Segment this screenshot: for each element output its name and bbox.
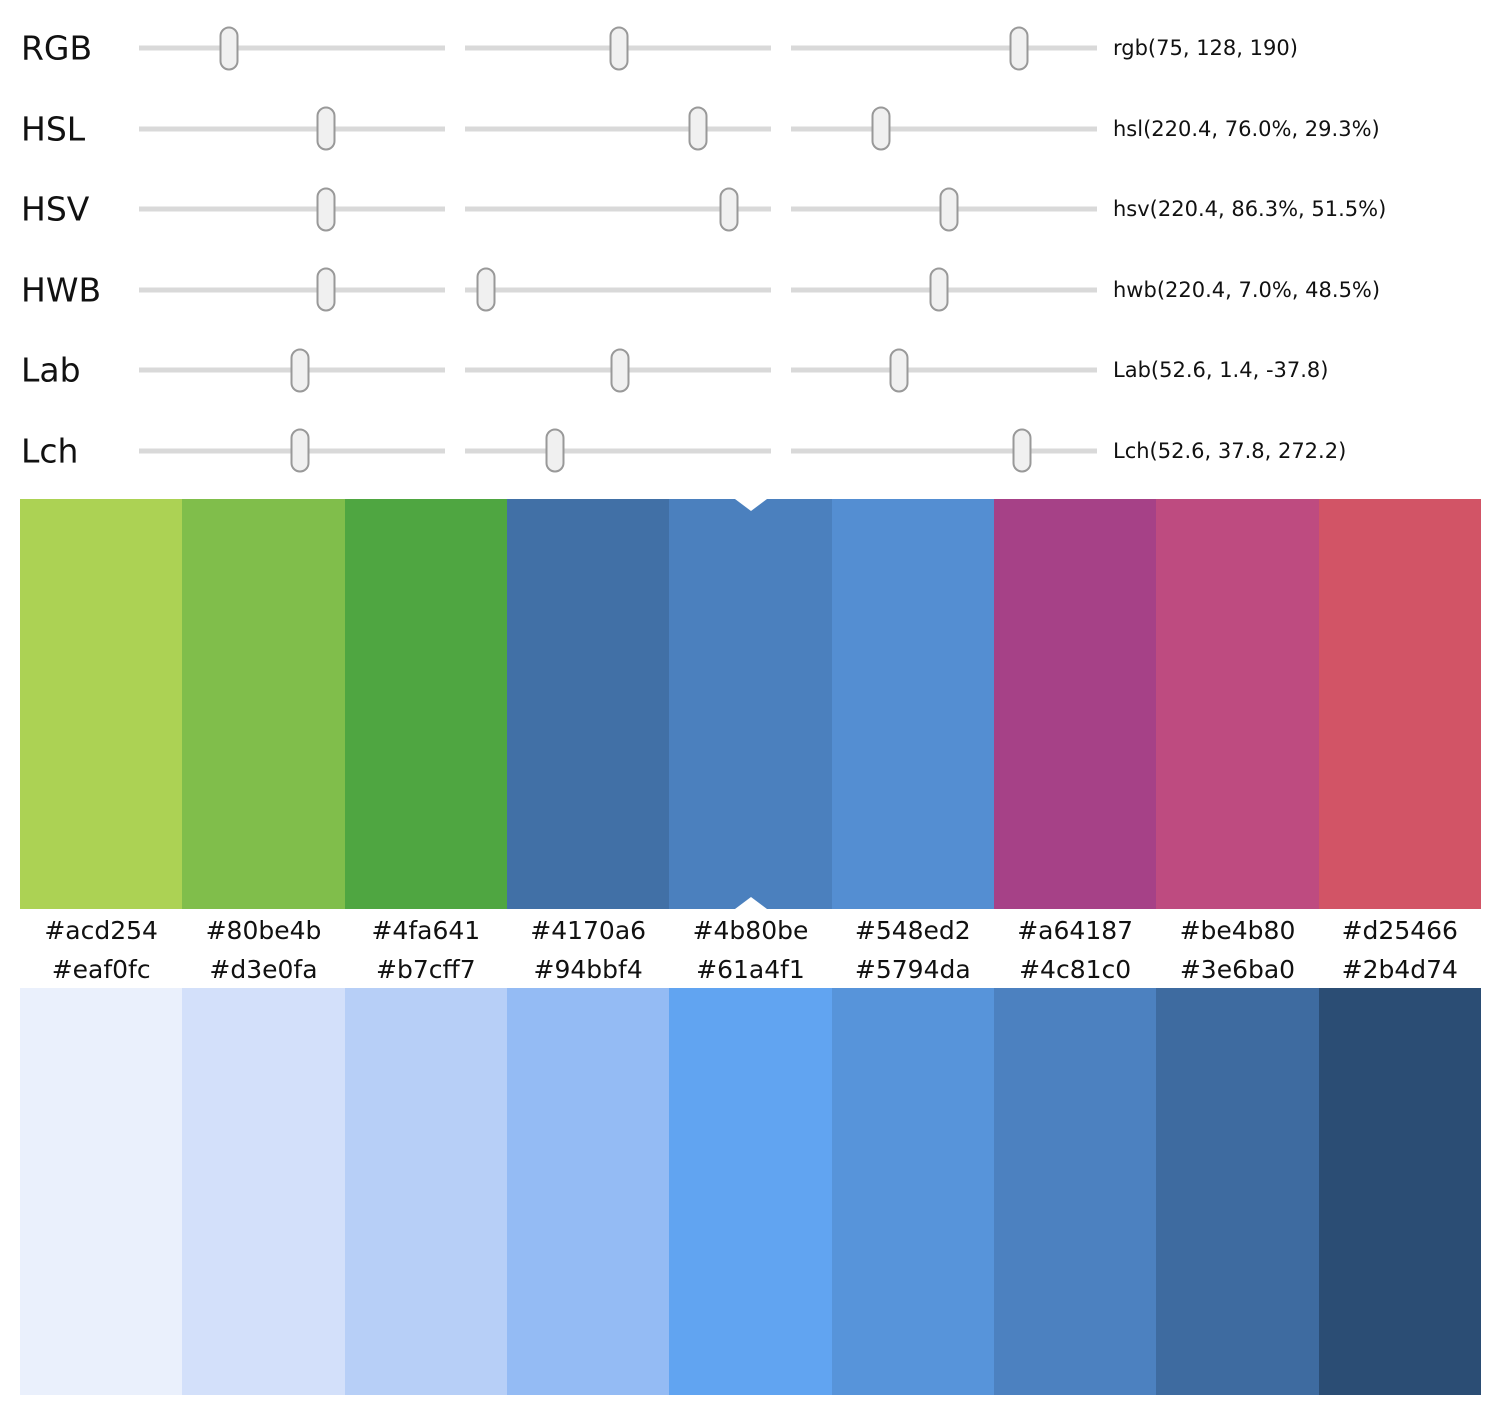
shade-palette-hex-label-2: #b7cff7 [376, 955, 476, 984]
shade-palette-hex-label-1: #d3e0fa [209, 955, 318, 984]
hue-palette-swatch-5[interactable] [831, 499, 994, 909]
slider-handle-hsl-0[interactable] [316, 106, 336, 151]
hue-palette [20, 499, 1481, 909]
slider-track-lab-0[interactable] [139, 348, 445, 393]
shade-palette-hex-label-5: #5794da [854, 955, 971, 984]
hue-palette-hex-label-8: #d25466 [1341, 915, 1458, 945]
hue-palette-swatch-0[interactable] [20, 499, 183, 909]
selected-swatch-marker-bottom-icon [734, 897, 767, 909]
slider-track-hwb-0[interactable] [139, 267, 445, 312]
slider-handle-hwb-1[interactable] [476, 267, 496, 312]
slider-track-lch-1[interactable] [465, 428, 771, 473]
hue-palette-hex-labels: #acd254 #80be4b #4fa641 #4170a6 #4b80be #548e… [20, 909, 1481, 951]
colorspace-label-lch: Lch [21, 431, 79, 471]
colorspace-label-lab: Lab [21, 350, 81, 390]
slider-handle-hwb-2[interactable] [929, 267, 949, 312]
shade-palette-swatch-1[interactable] [182, 988, 345, 1395]
slider-handle-lab-2[interactable] [889, 348, 909, 393]
selected-swatch-marker-top-icon [734, 499, 767, 511]
colorspace-label-hwb: HWB [21, 270, 102, 310]
shade-palette-hex-label-3: #94bbf4 [533, 955, 643, 984]
slider-handle-hsv-0[interactable] [316, 187, 336, 232]
slider-track-rgb-2[interactable] [791, 26, 1097, 71]
slider-track-hwb-2[interactable] [791, 267, 1097, 312]
color-value-readout-hsv: hsv(220.4, 86.3%, 51.5%) [1113, 197, 1387, 222]
hue-palette-swatch-2[interactable] [344, 499, 507, 909]
slider-track-hsv-0[interactable] [139, 187, 445, 232]
slider-handle-lab-0[interactable] [290, 348, 310, 393]
color-value-readout-hsl: hsl(220.4, 76.0%, 29.3%) [1113, 116, 1380, 141]
shade-palette-swatch-3[interactable] [506, 988, 670, 1395]
shade-palette-hex-label-6: #4c81c0 [1019, 955, 1132, 984]
hue-palette-hex-label-2: #4fa641 [371, 915, 481, 945]
slider-handle-lch-0[interactable] [290, 428, 310, 473]
slider-row-rgb: RGB rgb(75, 128, 190) [0, 8, 1501, 89]
hue-palette-hex-label-4: #4b80be [692, 915, 809, 945]
slider-track-rgb-1[interactable] [465, 26, 771, 71]
slider-track-lch-0[interactable] [139, 428, 445, 473]
slider-track-hsl-0[interactable] [139, 106, 445, 151]
slider-row-hwb: HWB hwb(220.4, 7.0%, 48.5%) [0, 250, 1501, 331]
colorspace-label-hsv: HSV [21, 189, 90, 229]
color-value-readout-hwb: hwb(220.4, 7.0%, 48.5%) [1113, 277, 1381, 302]
hue-palette-swatch-1[interactable] [182, 499, 345, 909]
slider-track-rgb-0[interactable] [139, 26, 445, 71]
slider-handle-rgb-0[interactable] [219, 26, 239, 71]
hue-palette-hex-label-7: #be4b80 [1179, 915, 1296, 945]
shade-palette-hex-label-8: #2b4d74 [1341, 955, 1458, 984]
slider-handle-hwb-0[interactable] [316, 267, 336, 312]
slider-handle-lch-1[interactable] [545, 428, 565, 473]
slider-track-lab-1[interactable] [465, 348, 771, 393]
shade-palette-hex-labels: #eaf0fc #d3e0fa #b7cff7 #94bbf4 #61a4f1 #5794… [20, 951, 1481, 988]
slider-handle-hsv-2[interactable] [939, 187, 959, 232]
color-value-readout-rgb: rgb(75, 128, 190) [1113, 36, 1298, 61]
slider-handle-rgb-1[interactable] [609, 26, 629, 71]
slider-handle-lab-1[interactable] [610, 348, 630, 393]
hue-palette-swatch-8[interactable] [1318, 499, 1481, 909]
shade-palette-swatch-8[interactable] [1318, 988, 1481, 1395]
slider-handle-hsl-2[interactable] [871, 106, 891, 151]
shade-palette-swatch-4[interactable] [669, 988, 832, 1395]
hue-palette-hex-label-3: #4170a6 [530, 915, 647, 945]
hue-palette-hex-label-6: #a64187 [1017, 915, 1134, 945]
slider-row-hsl: HSL hsl(220.4, 76.0%, 29.3%) [0, 89, 1501, 170]
shade-palette [20, 988, 1481, 1395]
slider-section: RGB rgb(75, 128, 190) HSL hsl(220.4, 76.0%,… [0, 0, 1501, 499]
shade-palette-swatch-7[interactable] [1156, 988, 1319, 1395]
slider-handle-hsl-1[interactable] [688, 106, 708, 151]
color-value-readout-lab: Lab(52.6, 1.4, -37.8) [1113, 358, 1329, 383]
slider-track-hsl-2[interactable] [791, 106, 1097, 151]
colorspace-label-hsl: HSL [21, 109, 86, 149]
hue-palette-swatch-6[interactable] [993, 499, 1157, 909]
shade-palette-swatch-2[interactable] [344, 988, 507, 1395]
hue-palette-swatch-4[interactable] [669, 499, 832, 909]
shade-palette-swatch-0[interactable] [20, 988, 183, 1395]
color-value-readout-lch: Lch(52.6, 37.8, 272.2) [1113, 438, 1347, 463]
slider-handle-hsv-1[interactable] [719, 187, 739, 232]
shade-palette-hex-label-4: #61a4f1 [696, 955, 805, 984]
slider-track-lch-2[interactable] [791, 428, 1097, 473]
slider-track-lab-2[interactable] [791, 348, 1097, 393]
hue-palette-swatch-7[interactable] [1156, 499, 1319, 909]
hue-palette-swatch-3[interactable] [506, 499, 670, 909]
slider-row-lab: Lab Lab(52.6, 1.4, -37.8) [0, 330, 1501, 411]
slider-track-hsv-1[interactable] [465, 187, 771, 232]
hue-palette-hex-label-0: #acd254 [44, 915, 158, 945]
shade-palette-swatch-5[interactable] [831, 988, 994, 1395]
slider-track-hwb-1[interactable] [465, 267, 771, 312]
shade-palette-hex-label-7: #3e6ba0 [1179, 955, 1296, 984]
slider-handle-rgb-2[interactable] [1009, 26, 1029, 71]
slider-row-lch: Lch Lch(52.6, 37.8, 272.2) [0, 411, 1501, 492]
colorspace-label-rgb: RGB [21, 28, 93, 68]
shade-palette-hex-label-0: #eaf0fc [51, 955, 151, 984]
hue-palette-hex-label-5: #548ed2 [854, 915, 971, 945]
shade-palette-swatch-6[interactable] [993, 988, 1157, 1395]
slider-track-hsl-1[interactable] [465, 106, 771, 151]
slider-track-hsv-2[interactable] [791, 187, 1097, 232]
slider-row-hsv: HSV hsv(220.4, 86.3%, 51.5%) [0, 169, 1501, 250]
slider-handle-lch-2[interactable] [1012, 428, 1032, 473]
hue-palette-hex-label-1: #80be4b [205, 915, 322, 945]
